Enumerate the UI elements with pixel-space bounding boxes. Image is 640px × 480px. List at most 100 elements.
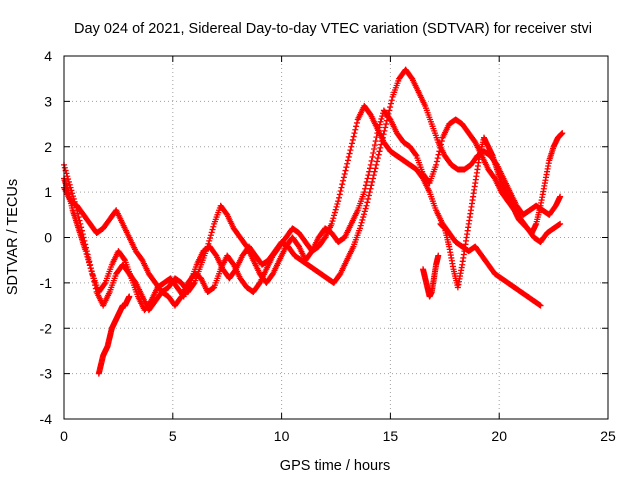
data-point bbox=[204, 243, 211, 250]
data-point bbox=[383, 121, 390, 128]
data-point bbox=[83, 250, 90, 257]
data-point bbox=[344, 157, 351, 164]
data-point bbox=[435, 252, 442, 259]
data-point bbox=[433, 161, 440, 168]
data-point bbox=[358, 219, 365, 226]
data-point bbox=[387, 100, 394, 107]
series-track-6 bbox=[437, 130, 566, 291]
data-point bbox=[365, 195, 372, 202]
data-point bbox=[351, 130, 358, 137]
data-point bbox=[367, 185, 374, 192]
data-point bbox=[379, 113, 386, 120]
data-point bbox=[331, 212, 338, 219]
data-point bbox=[433, 158, 440, 165]
data-point bbox=[338, 184, 345, 191]
data-point bbox=[374, 158, 381, 165]
data-point bbox=[336, 191, 343, 198]
data-point bbox=[69, 190, 76, 197]
y-tick-label: 2 bbox=[44, 139, 52, 155]
data-point bbox=[364, 199, 371, 206]
data-point bbox=[348, 143, 355, 150]
data-point bbox=[349, 140, 356, 147]
data-point bbox=[207, 235, 214, 242]
data-point bbox=[368, 182, 375, 189]
data-point bbox=[437, 144, 444, 151]
data-point bbox=[370, 149, 377, 156]
x-axis-label: GPS time / hours bbox=[280, 458, 390, 474]
data-point bbox=[362, 205, 369, 212]
data-point bbox=[101, 281, 108, 288]
x-tick-label: 15 bbox=[383, 428, 399, 444]
data-point bbox=[332, 206, 339, 213]
data-point bbox=[349, 136, 356, 143]
data-point bbox=[557, 193, 564, 200]
data-point bbox=[352, 126, 359, 133]
data-point bbox=[372, 138, 379, 145]
y-tick-label: 1 bbox=[44, 184, 52, 200]
data-point bbox=[343, 164, 350, 171]
data-point bbox=[328, 220, 335, 227]
data-point bbox=[434, 155, 441, 162]
data-point bbox=[340, 174, 347, 181]
y-tick-label: 3 bbox=[44, 93, 52, 109]
data-points bbox=[61, 66, 566, 377]
data-point bbox=[559, 130, 566, 137]
data-point bbox=[341, 170, 348, 177]
data-point bbox=[365, 192, 372, 199]
data-point bbox=[370, 172, 377, 179]
data-point bbox=[360, 214, 367, 221]
data-point bbox=[207, 232, 214, 239]
data-point bbox=[126, 293, 133, 300]
data-point bbox=[86, 259, 93, 266]
data-point bbox=[366, 189, 373, 196]
data-point bbox=[382, 124, 389, 131]
data-point bbox=[61, 164, 68, 171]
chart-title: Day 024 of 2021, Sidereal Day-to-day VTE… bbox=[74, 21, 592, 37]
data-point bbox=[366, 168, 373, 175]
data-point bbox=[377, 144, 384, 151]
data-point bbox=[412, 151, 419, 158]
data-point bbox=[378, 138, 385, 145]
data-point bbox=[88, 267, 95, 274]
data-point bbox=[353, 123, 360, 130]
data-point bbox=[367, 161, 374, 168]
data-point bbox=[353, 119, 360, 126]
data-point bbox=[350, 133, 357, 140]
data-point bbox=[361, 189, 368, 196]
data-point bbox=[537, 302, 544, 309]
data-point bbox=[387, 104, 394, 111]
data-point bbox=[335, 198, 342, 205]
data-point bbox=[190, 281, 197, 288]
data-point bbox=[347, 147, 354, 154]
data-point bbox=[208, 229, 215, 236]
y-tick-label: -4 bbox=[40, 411, 53, 427]
x-tick-label: 20 bbox=[491, 428, 507, 444]
data-point bbox=[205, 240, 212, 247]
data-point bbox=[209, 226, 216, 233]
data-point bbox=[339, 181, 346, 188]
data-point bbox=[333, 203, 340, 210]
data-point bbox=[436, 148, 443, 155]
data-point bbox=[330, 215, 337, 222]
data-point bbox=[210, 223, 217, 230]
data-point bbox=[362, 185, 369, 192]
data-point bbox=[329, 218, 336, 225]
data-point bbox=[365, 172, 372, 179]
x-tick-label: 5 bbox=[169, 428, 177, 444]
data-point bbox=[331, 209, 338, 216]
data-point bbox=[86, 262, 93, 269]
data-point bbox=[344, 160, 351, 167]
data-point bbox=[87, 265, 94, 272]
data-point bbox=[369, 153, 376, 160]
data-point bbox=[361, 211, 368, 218]
data-point bbox=[375, 151, 382, 158]
data-point bbox=[379, 134, 386, 141]
data-point bbox=[376, 148, 383, 155]
data-point bbox=[438, 138, 445, 145]
data-point bbox=[372, 165, 379, 172]
x-tick-label: 10 bbox=[274, 428, 290, 444]
data-point bbox=[373, 134, 380, 141]
data-point bbox=[378, 141, 385, 148]
data-point bbox=[359, 216, 366, 223]
